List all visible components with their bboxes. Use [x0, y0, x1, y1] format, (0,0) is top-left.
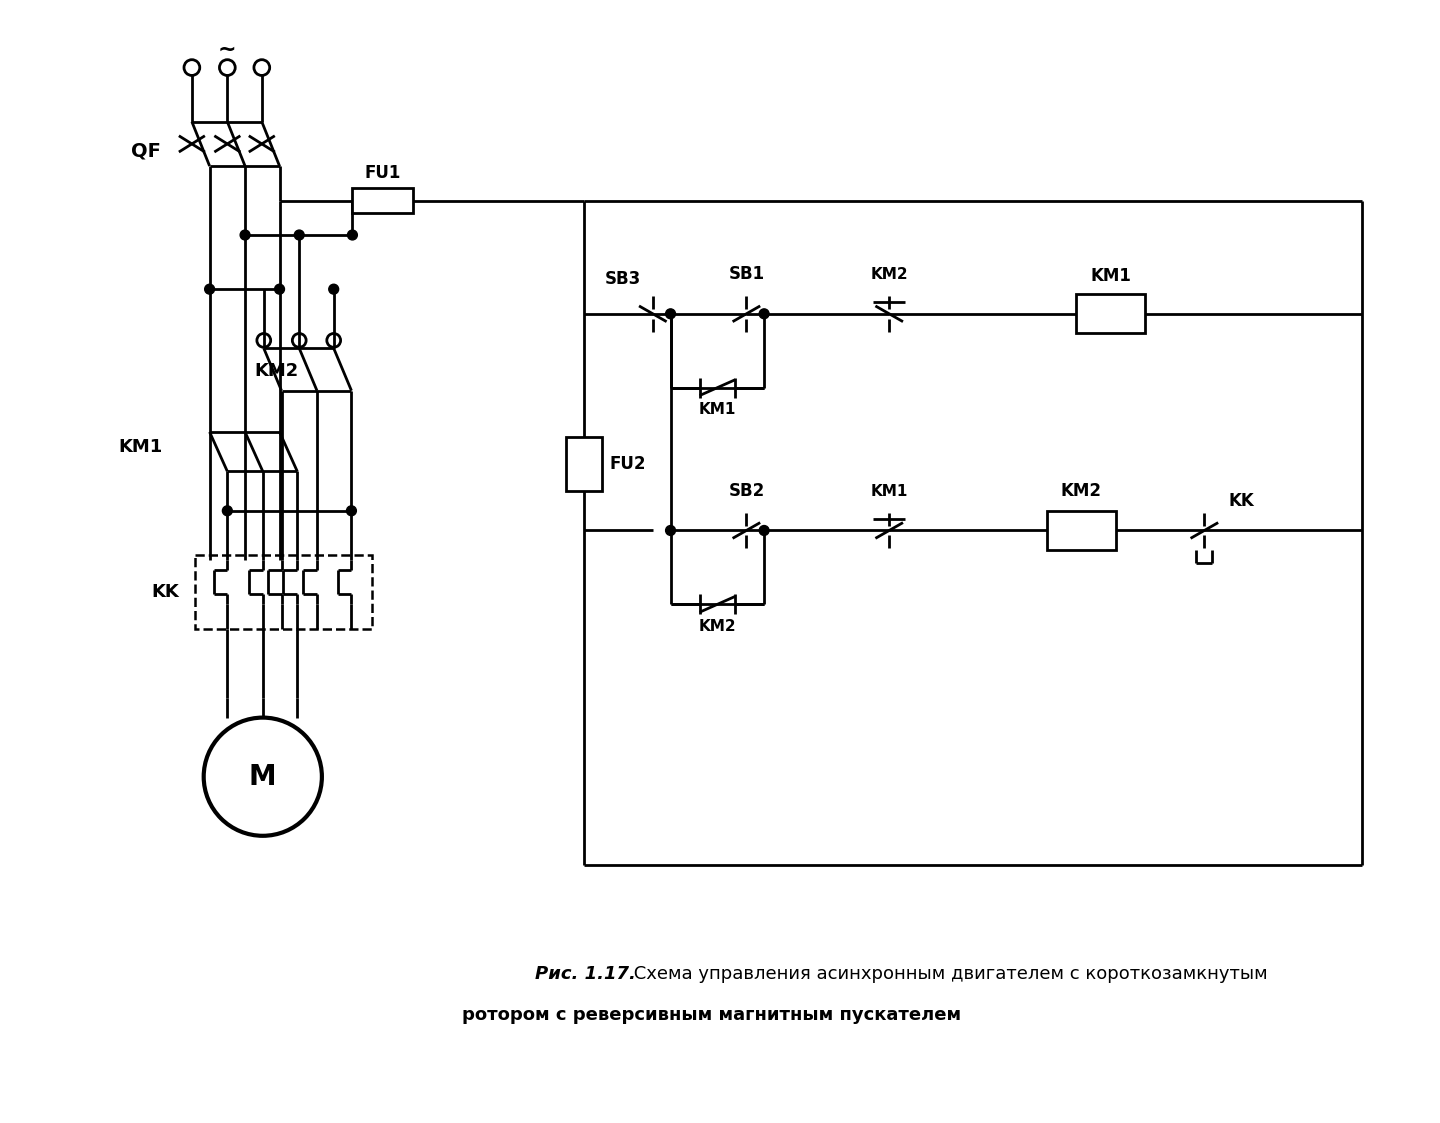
- Text: KM2: KM2: [870, 267, 909, 282]
- Circle shape: [347, 505, 356, 515]
- Circle shape: [204, 284, 215, 294]
- Text: SB3: SB3: [605, 271, 641, 289]
- Bar: [566, 437, 602, 491]
- Text: Схема управления асинхронным двигателем с короткозамкнутым: Схема управления асинхронным двигателем …: [628, 965, 1267, 983]
- Text: KM1: KM1: [871, 484, 907, 499]
- Circle shape: [294, 230, 304, 240]
- Bar: [194, 555, 372, 629]
- Text: SB2: SB2: [729, 482, 765, 500]
- Circle shape: [222, 505, 232, 515]
- Text: KM1: KM1: [118, 438, 163, 456]
- Text: QF: QF: [131, 141, 160, 161]
- Text: SB1: SB1: [729, 265, 765, 283]
- Circle shape: [328, 284, 338, 294]
- Text: Рис. 1.17.: Рис. 1.17.: [534, 965, 635, 983]
- Bar: [353, 188, 413, 213]
- Text: KK: KK: [151, 583, 179, 601]
- Text: KK: KK: [1228, 492, 1254, 510]
- Text: KM2: KM2: [698, 619, 736, 633]
- Text: KM1: KM1: [1090, 267, 1132, 285]
- Text: ~: ~: [217, 39, 236, 60]
- Circle shape: [275, 284, 285, 294]
- Text: FU2: FU2: [611, 455, 647, 473]
- Bar: [1047, 511, 1116, 550]
- Circle shape: [665, 526, 675, 536]
- Circle shape: [759, 526, 769, 536]
- Text: KM2: KM2: [255, 362, 298, 380]
- Circle shape: [759, 309, 769, 319]
- Circle shape: [240, 230, 251, 240]
- Bar: [1076, 294, 1145, 334]
- Text: M: M: [249, 763, 276, 791]
- Circle shape: [665, 309, 675, 319]
- Text: ротором с реверсивным магнитным пускателем: ротором с реверсивным магнитным пускател…: [462, 1006, 962, 1024]
- Text: KM2: KM2: [1061, 482, 1102, 500]
- Circle shape: [347, 230, 357, 240]
- Text: KM1: KM1: [698, 402, 736, 417]
- Text: FU1: FU1: [364, 164, 402, 182]
